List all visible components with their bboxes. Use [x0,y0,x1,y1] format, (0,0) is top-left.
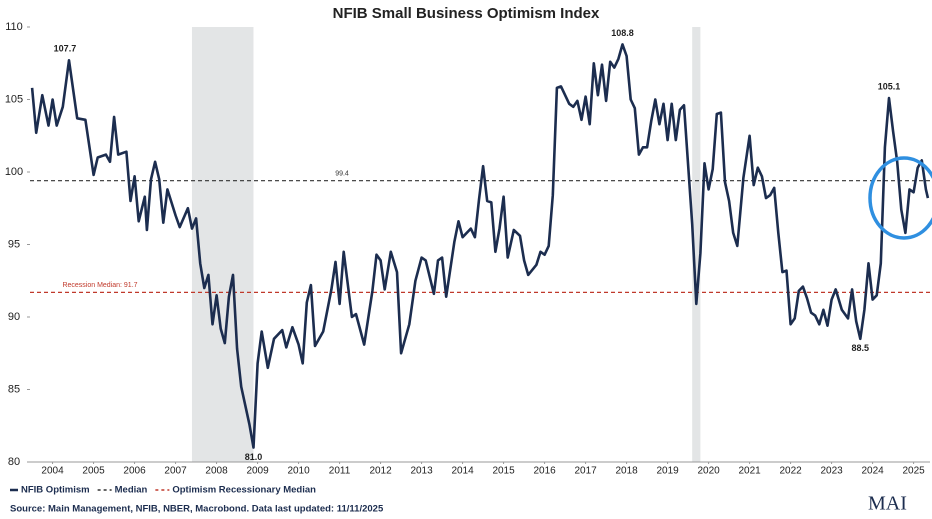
reference-label: Recession Median: 91.7 [62,282,137,289]
x-tick-label: 2017 [574,466,597,477]
x-tick-label: 2021 [738,466,761,477]
y-tick-label: 85 [8,383,20,395]
recession-shade [692,27,701,462]
legend-label: Optimism Recessionary Median [172,485,316,496]
y-tick-label: 105 [5,93,23,105]
annotation: 107.7 [54,44,77,54]
x-tick-label: 2015 [492,466,515,477]
x-tick-label: 2020 [697,466,720,477]
chart-title: NFIB Small Business Optimism Index [333,5,600,22]
y-tick-label: 100 [5,166,23,178]
x-tick-label: 2008 [205,466,228,477]
x-tick-label: 2023 [820,466,843,477]
highlight-circle [868,156,932,240]
annotation: 105.1 [878,81,901,91]
y-tick-label: 95 [8,238,20,250]
source: Source: Main Management, NFIB, NBER, Mac… [10,504,384,515]
annotation: 81.0 [245,452,263,462]
y-tick-label: 90 [8,311,20,323]
x-tick-label: 2006 [123,466,146,477]
reference-label: 99.4 [335,171,349,178]
annotation: 108.8 [611,28,634,38]
x-tick-label: 2016 [533,466,556,477]
y-tick-label: 80 [8,456,20,468]
x-tick-label: 2014 [451,466,474,477]
x-tick-label: 2018 [615,466,638,477]
x-tick-label: 2009 [246,466,269,477]
logo: MAI [868,493,907,515]
x-tick-label: 2012 [369,466,392,477]
legend-label: Median [115,485,148,496]
x-tick-label: 2019 [656,466,679,477]
data-line [30,43,930,449]
recession-shade [191,27,254,462]
x-tick-label: 2024 [861,466,884,477]
x-tick-label: 2011 [329,466,351,477]
x-tick-label: 2022 [779,466,802,477]
x-tick-label: 2025 [902,466,925,477]
x-tick-label: 2004 [41,466,64,477]
x-tick-label: 2005 [82,466,105,477]
x-tick-label: 2010 [287,466,310,477]
x-tick-label: 2013 [410,466,433,477]
x-tick-label: 2007 [164,466,187,477]
annotation: 88.5 [852,343,870,353]
legend-label: NFIB Optimism [21,485,90,496]
y-tick-label: 110 [5,21,23,33]
